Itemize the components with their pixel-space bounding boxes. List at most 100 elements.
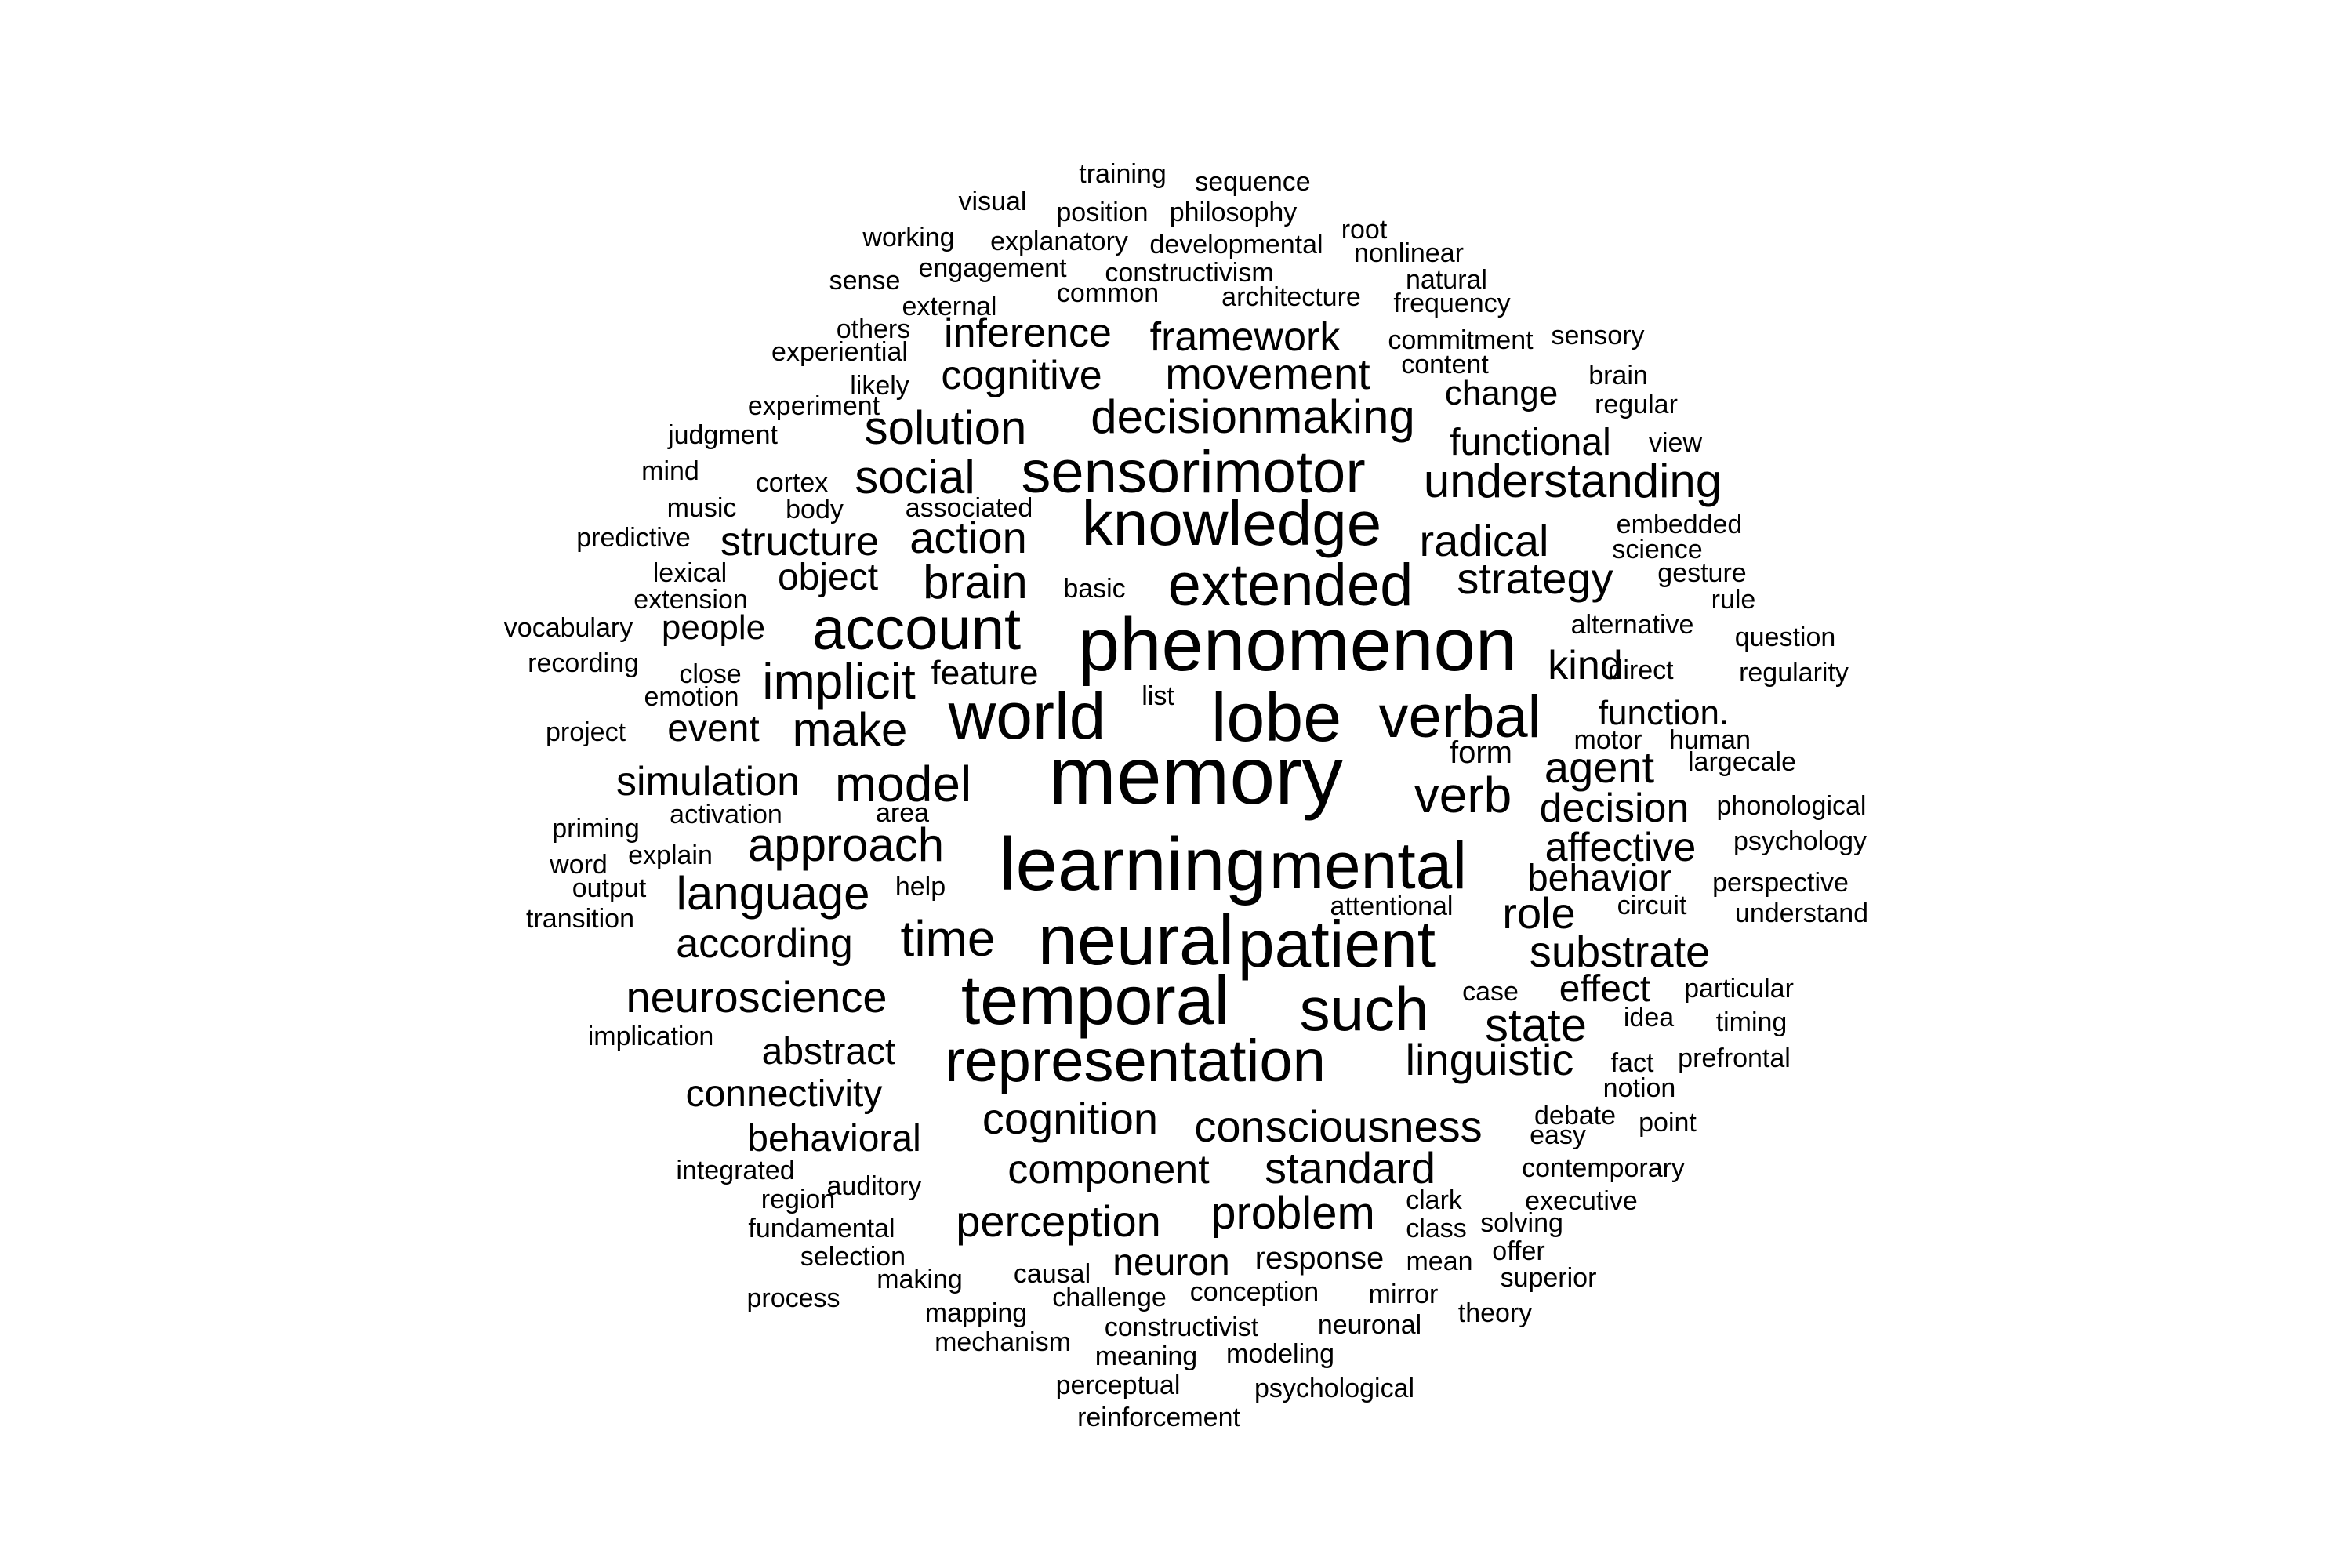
- word-working: working: [862, 223, 955, 252]
- word-psychology: psychology: [1733, 826, 1867, 856]
- word-frequency: frequency: [1393, 289, 1511, 318]
- word-framework: framework: [1149, 314, 1341, 360]
- word-verb: verb: [1414, 767, 1512, 823]
- word-causal: causal: [1013, 1259, 1091, 1289]
- word-content: content: [1401, 350, 1489, 379]
- word-idea: idea: [1623, 1003, 1675, 1033]
- word-psychological: psychological: [1254, 1374, 1415, 1403]
- word-response: response: [1254, 1241, 1385, 1276]
- word-behavior: behavior: [1526, 858, 1672, 899]
- word-nonlinear: nonlinear: [1354, 238, 1464, 268]
- word-consciousness: consciousness: [1194, 1102, 1483, 1151]
- word-experiment: experiment: [747, 391, 880, 421]
- word-external: external: [902, 292, 997, 321]
- word-strategy: strategy: [1457, 554, 1613, 603]
- word-phonological: phonological: [1716, 791, 1867, 821]
- word-substrate: substrate: [1529, 927, 1711, 976]
- word-affective: affective: [1544, 825, 1697, 870]
- word-standard: standard: [1265, 1143, 1436, 1192]
- word-particular: particular: [1684, 974, 1794, 1004]
- word-event: event: [667, 708, 760, 750]
- word-common: common: [1056, 278, 1160, 308]
- word-integrated: integrated: [676, 1156, 795, 1185]
- word-behavioral: behavioral: [747, 1118, 921, 1160]
- word-word: word: [550, 850, 608, 880]
- word-social: social: [855, 451, 975, 503]
- word-sensory: sensory: [1551, 321, 1645, 350]
- word-kind: kind: [1548, 643, 1623, 688]
- word-understanding: understanding: [1423, 455, 1722, 507]
- word-root: root: [1341, 215, 1388, 245]
- word-explanatory: explanatory: [990, 227, 1128, 256]
- word-lobe: lobe: [1210, 678, 1342, 756]
- word-extended: extended: [1167, 552, 1414, 619]
- word-predictive: predictive: [576, 523, 691, 553]
- word-neural: neural: [1037, 902, 1235, 980]
- word-associated: associated: [905, 493, 1033, 523]
- word-largecale: largecale: [1688, 747, 1796, 777]
- word-neuroscience: neuroscience: [626, 972, 887, 1022]
- word-project: project: [545, 717, 626, 747]
- word-superior: superior: [1500, 1263, 1597, 1293]
- word-process: process: [746, 1283, 840, 1313]
- word-mental: mental: [1269, 829, 1468, 902]
- word-list: list: [1142, 681, 1174, 711]
- word-help: help: [895, 872, 946, 902]
- word-offer: offer: [1492, 1236, 1545, 1266]
- word-commitment: commitment: [1388, 325, 1534, 355]
- word-developmental: developmental: [1149, 230, 1323, 260]
- word-memory: memory: [1048, 731, 1343, 822]
- word-such: such: [1299, 975, 1429, 1044]
- word-solving: solving: [1480, 1208, 1563, 1238]
- word-inference: inference: [944, 310, 1112, 356]
- word-world: world: [948, 679, 1106, 753]
- word-make: make: [792, 703, 908, 756]
- word-prefrontal: prefrontal: [1678, 1044, 1791, 1073]
- word-clark: clark: [1406, 1185, 1462, 1215]
- word-mind: mind: [641, 456, 699, 486]
- word-philosophy: philosophy: [1169, 198, 1298, 227]
- word-implicit: implicit: [762, 653, 916, 710]
- word-regularity: regularity: [1739, 658, 1849, 688]
- word-making: making: [877, 1265, 963, 1294]
- word-output: output: [572, 873, 647, 903]
- word-auditory: auditory: [826, 1171, 922, 1201]
- word-language: language: [676, 867, 870, 920]
- word-abstract: abstract: [761, 1031, 896, 1073]
- word-judgment: judgment: [668, 420, 778, 450]
- word-brain: brain: [923, 556, 1028, 608]
- word-simulation: simulation: [615, 759, 800, 804]
- word-constructivist: constructivist: [1104, 1312, 1259, 1342]
- word-mirror: mirror: [1368, 1279, 1439, 1309]
- word-science: science: [1612, 535, 1703, 564]
- word-sensorimotor: sensorimotor: [1021, 439, 1366, 506]
- word-according: according: [676, 921, 853, 967]
- word-debate: debate: [1534, 1101, 1616, 1131]
- word-architecture: architecture: [1221, 282, 1361, 312]
- word-recording: recording: [528, 648, 639, 678]
- word-time: time: [900, 910, 996, 967]
- word-attentional: attentional: [1330, 891, 1454, 921]
- word-executive: executive: [1525, 1186, 1638, 1216]
- word-rule: rule: [1711, 585, 1756, 615]
- word-neuronal: neuronal: [1317, 1310, 1422, 1340]
- word-neuron: neuron: [1112, 1242, 1230, 1283]
- word-circuit: circuit: [1617, 891, 1687, 920]
- word-class: class: [1406, 1214, 1467, 1243]
- word-solution: solution: [864, 401, 1027, 454]
- word-position: position: [1056, 198, 1149, 227]
- word-fact: fact: [1610, 1048, 1654, 1078]
- word-temporal: temporal: [960, 961, 1230, 1039]
- word-fundamental: fundamental: [748, 1214, 895, 1243]
- word-decision: decision: [1539, 786, 1690, 831]
- word-function: function.: [1598, 694, 1730, 732]
- word-area: area: [875, 798, 930, 828]
- word-functional: functional: [1450, 422, 1611, 463]
- word-alternative: alternative: [1570, 610, 1694, 640]
- word-challenge: challenge: [1052, 1283, 1167, 1312]
- word-agent: agent: [1544, 742, 1655, 792]
- word-activation: activation: [670, 800, 782, 829]
- word-regular: regular: [1595, 390, 1678, 419]
- word-notion: notion: [1602, 1073, 1676, 1103]
- word-conception: conception: [1189, 1277, 1319, 1307]
